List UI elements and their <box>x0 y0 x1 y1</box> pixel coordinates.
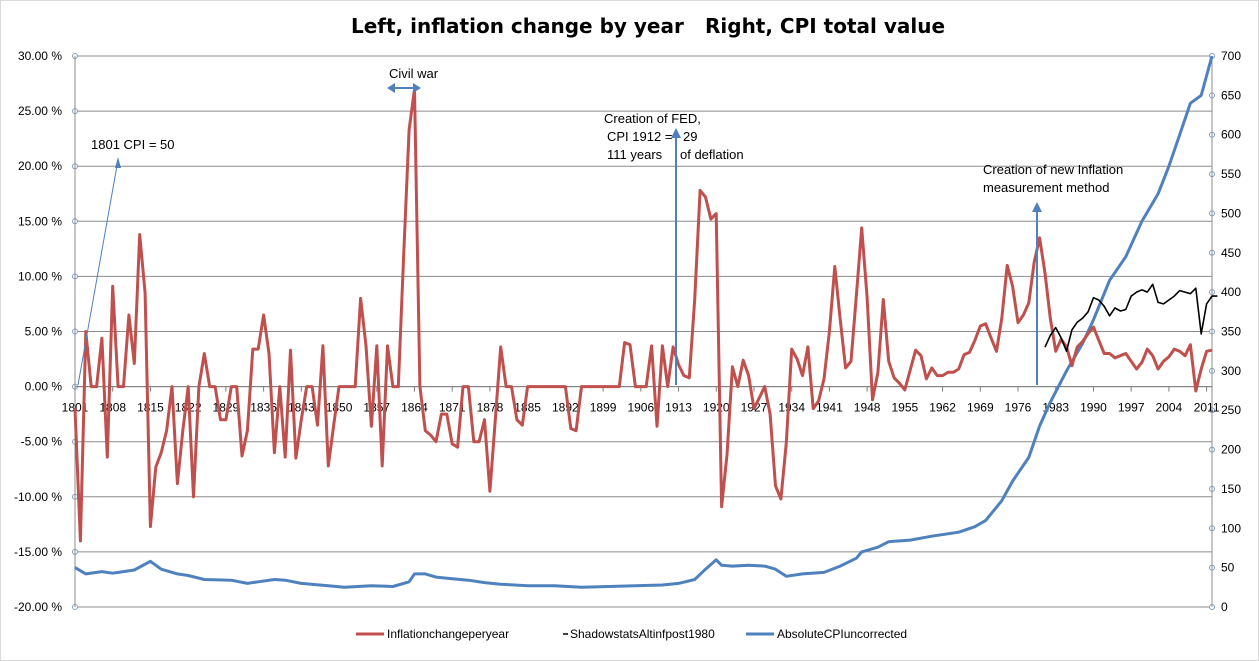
x-axis-tick-label: 1997 <box>1118 401 1145 415</box>
x-axis-tick-label: 1920 <box>703 401 730 415</box>
right-axis-tick-label: 200 <box>1221 443 1241 457</box>
series-inflation-line <box>73 87 1213 543</box>
legend-label-inflation: Inflationchangeperyear <box>387 627 509 641</box>
right-axis-tick-label: 700 <box>1221 49 1241 63</box>
legend: Inflationchangeperyear ShadowstatsAltinf… <box>356 627 907 641</box>
x-axis-tick-label: 1934 <box>778 401 805 415</box>
right-axis-tick-label: 100 <box>1221 521 1241 535</box>
annotation-civil-war: Civil war <box>389 66 439 81</box>
x-axis-tick-label: 1892 <box>552 401 579 415</box>
left-axis-tick-label: -15.00 % <box>14 545 62 559</box>
left-axis-tick-label: 10.00 % <box>18 269 62 283</box>
x-axis-tick-label: 1948 <box>854 401 881 415</box>
right-axis-tick-label: 50 <box>1221 561 1235 575</box>
x-axis-tick-label: 1871 <box>439 401 466 415</box>
series-shadowstats-line <box>1044 283 1218 352</box>
chart-title-left: Left, inflation change by year <box>351 14 684 38</box>
left-axis-tick-label: -10.00 % <box>14 490 62 504</box>
axes: -20.00 % -15.00 % -10.00 % -5.00 % 0.00 % 5.0… <box>14 49 1241 614</box>
legend-label-cpi: AbsoluteCPIuncorrected <box>777 627 907 641</box>
x-axis-tick-label: 1976 <box>1005 401 1032 415</box>
right-axis-tick-label: 550 <box>1221 167 1241 181</box>
cpi-1801-arrow-head <box>115 157 121 168</box>
left-axis-tick-label: 30.00 % <box>18 49 62 63</box>
fed-arrow-head <box>671 128 681 138</box>
left-axis-tick-label: 0.00 % <box>25 380 63 394</box>
annotation-fed-line3: 111 years <box>607 147 663 162</box>
x-axis-tick-label: 1885 <box>514 401 541 415</box>
right-axis-tick-label: 300 <box>1221 364 1241 378</box>
x-axis-tick-label: 1955 <box>891 401 918 415</box>
annotation-fed-line1: Creation of FED, <box>604 111 701 126</box>
left-axis-tick-label: 20.00 % <box>18 159 62 173</box>
right-axis-tick-label: 600 <box>1221 128 1241 142</box>
cpi-1801-arrow <box>77 159 119 386</box>
new-method-arrow-head <box>1032 202 1042 212</box>
annotation-new-method-line2: measurement method <box>983 180 1109 195</box>
right-axis-tick-label: 250 <box>1221 403 1241 417</box>
chart-title-right: Right, CPI total value <box>705 14 945 38</box>
x-axis-tick-label: 1850 <box>326 401 353 415</box>
x-axis-tick-label: 2011 <box>1194 401 1220 415</box>
left-axis-tick-label: -5.00 % <box>21 435 63 449</box>
left-axis-tick-label: 5.00 % <box>25 325 63 339</box>
right-axis-tick-label: 350 <box>1221 325 1241 339</box>
x-axis-tick-label: 1801 <box>62 401 89 415</box>
right-axis-tick-label: 0 <box>1221 600 1228 614</box>
x-axis-tick-label: 1990 <box>1080 401 1107 415</box>
x-axis-tick-label: 1906 <box>627 401 654 415</box>
right-axis-tick-label: 150 <box>1221 482 1241 496</box>
x-axis-tick-label: 1815 <box>137 401 164 415</box>
annotation-fed-value: 29 <box>683 129 697 144</box>
x-axis-tick-label: 1962 <box>929 401 956 415</box>
x-axis-tick-label: 1878 <box>477 401 504 415</box>
right-axis-tick-label: 450 <box>1221 246 1241 260</box>
right-axis-tick-label: 400 <box>1221 285 1241 299</box>
x-axis-tick-label: 1969 <box>967 401 994 415</box>
annotation-fed-line2: CPI 1912 = <box>607 129 672 144</box>
annotation-cpi-1801: 1801 CPI = 50 <box>91 137 174 152</box>
x-axis-tick-label: 1899 <box>590 401 617 415</box>
annotations: Civil war 1801 CPI = 50 Creation of FED,… <box>77 66 1123 386</box>
left-axis-tick-label: 25.00 % <box>18 104 62 118</box>
left-axis-tick-label: 15.00 % <box>18 214 62 228</box>
left-axis-tick-label: -20.00 % <box>14 600 62 614</box>
series-cpi-line <box>74 55 1214 589</box>
right-axis-tick-label: 650 <box>1221 88 1241 102</box>
x-axis-tick-label: 1941 <box>816 401 843 415</box>
x-axis-tick-label: 1913 <box>665 401 692 415</box>
x-axis-tick-label: 2004 <box>1156 401 1183 415</box>
series-layer <box>73 55 1218 589</box>
annotation-fed-line4: of deflation <box>680 147 744 162</box>
civil-war-arrow-left-head <box>387 83 395 93</box>
right-axis-tick-label: 500 <box>1221 206 1241 220</box>
civil-war-arrow-right-head <box>413 83 421 93</box>
annotation-new-method-line1: Creation of new Inflation <box>983 162 1123 177</box>
legend-label-shadowstats: ShadowstatsAltinfpost1980 <box>570 627 715 641</box>
